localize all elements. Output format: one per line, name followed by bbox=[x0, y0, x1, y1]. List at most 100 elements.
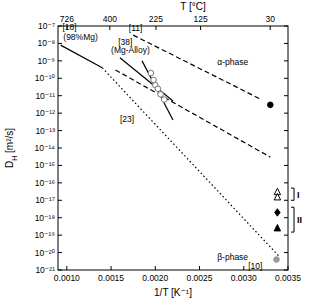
x2-tick-label: 125 bbox=[193, 14, 207, 24]
x-tick-label: 0.0035 bbox=[275, 273, 301, 283]
y-axis-label-unit: [m²/s] bbox=[4, 128, 15, 156]
y-tick-label: 10⁻²⁰ bbox=[35, 248, 56, 258]
y-tick bbox=[58, 270, 62, 271]
annotation: [18] bbox=[62, 22, 76, 32]
chart: 0.0010 0.0015 0.0020 0.0025 0.0030 0.0035 1/T … bbox=[0, 0, 314, 307]
y-tick-label: 10⁻¹⁷ bbox=[35, 195, 55, 205]
plot-frame bbox=[58, 26, 288, 270]
x-tick-label: 0.0025 bbox=[187, 273, 213, 283]
y-tick-label: 10⁻¹¹ bbox=[35, 91, 55, 101]
y-tick bbox=[58, 182, 62, 183]
y-tick-right bbox=[284, 43, 288, 44]
y-tick-label: 10⁻²¹ bbox=[35, 265, 55, 275]
x-tick bbox=[155, 266, 156, 270]
x2-tick-label: 30 bbox=[265, 14, 275, 24]
y-tick bbox=[58, 78, 62, 79]
data-point bbox=[268, 102, 274, 108]
annotation: β-phase bbox=[217, 252, 248, 262]
annotation: (Mg-Alloy) bbox=[111, 45, 150, 55]
x-tick-label: 0.0010 bbox=[54, 273, 80, 283]
y-tick bbox=[58, 165, 62, 166]
y-axis-label-main: D bbox=[4, 161, 15, 168]
y-tick-right bbox=[284, 113, 288, 114]
x-tick bbox=[288, 266, 289, 270]
x2-tick bbox=[270, 26, 271, 30]
x2-axis-label: T [°C] bbox=[180, 1, 206, 12]
y-tick bbox=[58, 60, 62, 61]
data-point bbox=[155, 86, 161, 92]
plot-data bbox=[61, 35, 281, 262]
data-line bbox=[120, 58, 173, 101]
data-line bbox=[61, 45, 103, 68]
y-tick-label: 10⁻¹³ bbox=[35, 126, 55, 136]
y-tick-right bbox=[284, 217, 288, 218]
x2-tick bbox=[109, 26, 110, 30]
y-tick-label: 10⁻¹⁵ bbox=[35, 160, 55, 170]
y-tick-right bbox=[284, 130, 288, 131]
y-tick bbox=[58, 200, 62, 201]
y-tick bbox=[58, 26, 62, 27]
y-tick-right bbox=[284, 148, 288, 149]
annotation: α-phase bbox=[217, 57, 248, 67]
y-tick bbox=[58, 252, 62, 253]
y-tick-right bbox=[284, 235, 288, 236]
bracket-label: II bbox=[297, 215, 302, 225]
y-tick bbox=[58, 113, 62, 114]
x-tick-label: 0.0015 bbox=[98, 273, 124, 283]
x2-tick bbox=[200, 26, 201, 30]
data-point bbox=[161, 97, 167, 103]
y-tick bbox=[58, 148, 62, 149]
y-tick-right bbox=[284, 26, 288, 27]
data-point bbox=[274, 257, 280, 263]
x2-tick-label: 400 bbox=[103, 14, 117, 24]
y-axis-label: DH [m²/s] bbox=[4, 128, 18, 168]
x-tick-label: 0.0020 bbox=[142, 273, 168, 283]
data-point bbox=[148, 70, 154, 76]
y-tick-label: 10⁻¹⁰ bbox=[35, 73, 56, 83]
x2-tick bbox=[155, 26, 156, 30]
y-tick bbox=[58, 217, 62, 218]
data-point bbox=[274, 225, 280, 231]
data-line bbox=[102, 68, 279, 257]
bracket bbox=[291, 207, 294, 232]
y-tick bbox=[58, 43, 62, 44]
x-tick-label: 0.0030 bbox=[231, 273, 257, 283]
annotation: [23] bbox=[120, 114, 134, 124]
y-tick-right bbox=[284, 270, 288, 271]
data-point bbox=[274, 194, 280, 200]
y-tick-right bbox=[284, 252, 288, 253]
bracket-label: I bbox=[297, 190, 300, 200]
y-tick-label: 10⁻¹⁴ bbox=[35, 143, 56, 153]
y-tick-label: 10⁻¹⁹ bbox=[35, 230, 56, 240]
y-tick bbox=[58, 130, 62, 131]
x-tick bbox=[111, 266, 112, 270]
x-tick bbox=[199, 266, 200, 270]
x-axis-label: 1/T [K⁻¹] bbox=[154, 287, 192, 298]
y-tick-right bbox=[284, 182, 288, 183]
x-tick bbox=[66, 266, 67, 270]
y-tick bbox=[58, 235, 62, 236]
data-point bbox=[275, 209, 280, 216]
y-tick-label: 10⁻⁷ bbox=[38, 21, 55, 31]
y-tick-right bbox=[284, 95, 288, 96]
annotation: (98%Mg) bbox=[63, 32, 98, 42]
y-tick-right bbox=[284, 200, 288, 201]
data-line bbox=[142, 61, 173, 120]
y-tick-label: 10⁻¹² bbox=[35, 108, 55, 118]
x2-tick-label: 225 bbox=[149, 14, 163, 24]
y-tick-label: 10⁻⁸ bbox=[37, 38, 55, 48]
data-line bbox=[133, 35, 261, 99]
y-tick-label: 10⁻⁹ bbox=[37, 56, 55, 66]
y-tick-right bbox=[284, 165, 288, 166]
y-tick-right bbox=[284, 78, 288, 79]
y-tick-label: 10⁻¹⁸ bbox=[35, 213, 56, 223]
data-point bbox=[158, 92, 164, 98]
annotation: [11] bbox=[129, 23, 143, 33]
y-tick bbox=[58, 95, 62, 96]
y-tick-right bbox=[284, 60, 288, 61]
annotation: [10] bbox=[248, 261, 262, 271]
y-tick-label: 10⁻¹⁶ bbox=[35, 178, 55, 188]
bracket bbox=[291, 188, 294, 200]
data-line bbox=[116, 70, 271, 157]
x-tick bbox=[243, 266, 244, 270]
